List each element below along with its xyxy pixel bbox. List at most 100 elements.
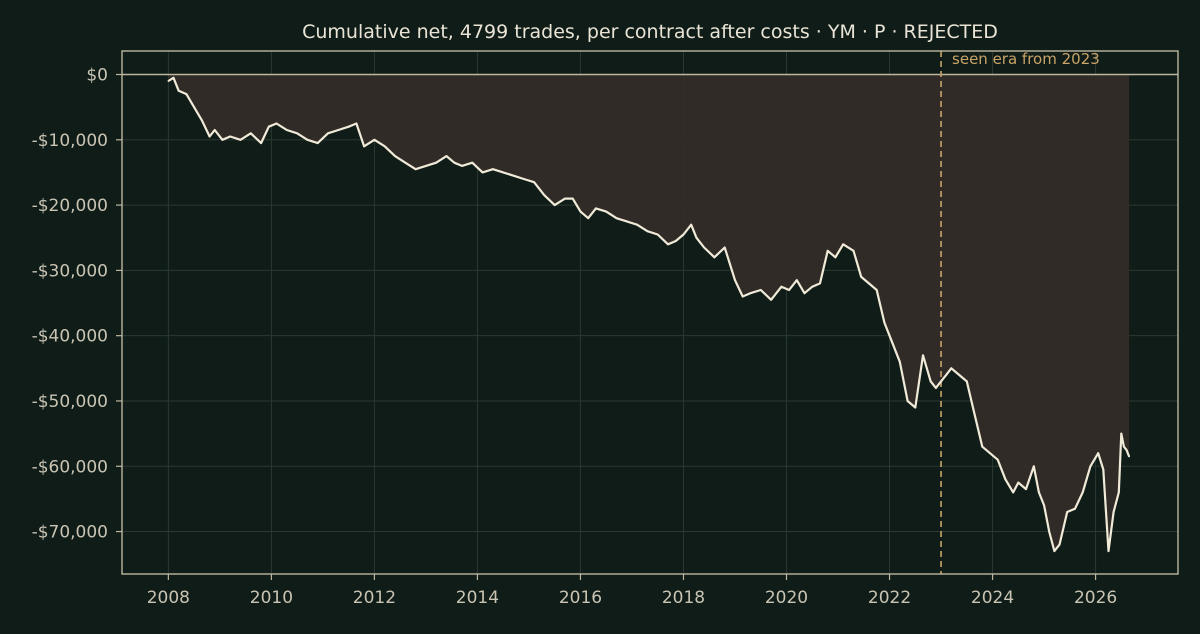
data-point: [1128, 455, 1130, 458]
data-point: [958, 374, 960, 376]
y-tick-label: $0: [86, 66, 108, 86]
data-point: [1025, 488, 1027, 490]
data-point: [605, 210, 608, 213]
data-point: [239, 138, 242, 141]
data-point: [811, 285, 814, 288]
data-point: [172, 76, 175, 79]
data-point: [492, 168, 494, 171]
data-point: [185, 93, 188, 95]
data-point: [935, 387, 937, 389]
data-point: [914, 406, 917, 409]
data-point: [803, 292, 806, 295]
x-tick-label: 2024: [971, 588, 1014, 608]
data-point: [723, 246, 726, 249]
data-point: [571, 197, 574, 200]
data-point: [1125, 449, 1128, 451]
data-point: [394, 155, 396, 158]
data-point: [1123, 445, 1125, 448]
data-point: [1117, 491, 1120, 494]
data-point: [167, 80, 170, 82]
chart-title: Cumulative net, 4799 trades, per contrac…: [302, 21, 998, 43]
y-axis: $0 -$10,000 -$20,000 -$30,000 -$40,000 -$50,0…: [32, 66, 122, 543]
data-point: [1120, 432, 1123, 435]
data-point: [891, 341, 893, 344]
data-point: [852, 249, 855, 252]
data-point: [965, 380, 968, 383]
data-point: [826, 249, 829, 252]
data-point: [615, 217, 618, 220]
data-point: [404, 161, 407, 164]
seen-era-label: seen era from 2023: [952, 50, 1100, 68]
data-point: [564, 197, 566, 200]
data-point: [1038, 491, 1040, 494]
data-point: [553, 204, 556, 207]
data-point: [193, 106, 196, 109]
data-point: [656, 233, 659, 236]
data-point: [221, 138, 224, 141]
x-tick-label: 2014: [456, 588, 499, 608]
plot-frame: [121, 50, 1179, 575]
data-point: [759, 289, 762, 291]
x-tick-label: 2010: [250, 588, 293, 608]
data-point: [414, 168, 417, 171]
y-tick-label: -$70,000: [32, 523, 108, 543]
data-point: [453, 161, 456, 164]
data-point: [1097, 452, 1100, 455]
x-tick-label: 2008: [147, 588, 190, 608]
y-tick-label: -$50,000: [32, 392, 108, 412]
x-tick-label: 2026: [1074, 588, 1117, 608]
data-point: [674, 240, 677, 242]
data-point: [533, 181, 535, 184]
y-tick-label: -$10,000: [32, 131, 108, 151]
data-point: [682, 233, 685, 236]
data-point: [213, 129, 216, 131]
data-point: [819, 282, 821, 285]
data-point: [1004, 478, 1007, 481]
y-tick-label: -$20,000: [32, 196, 108, 216]
data-point: [471, 161, 474, 164]
data-point: [950, 367, 953, 370]
data-point: [996, 458, 999, 461]
data-point: [1112, 511, 1115, 513]
data-point: [425, 165, 427, 167]
data-point: [1089, 465, 1092, 468]
data-point: [1081, 491, 1084, 494]
reference-lines: seen era from 2023: [122, 50, 1178, 574]
series-layer: [167, 76, 1131, 553]
data-point: [461, 165, 463, 167]
data-point: [383, 145, 386, 148]
data-point: [741, 295, 744, 298]
data-point: [1066, 511, 1069, 513]
data-point: [481, 171, 484, 174]
data-point: [875, 289, 878, 291]
data-point: [363, 145, 365, 148]
x-axis: 2008 2010 2012 2014 2016 2018 2020 2022 2024 2026: [147, 574, 1117, 608]
x-tick-label: 2012: [353, 588, 396, 608]
data-point: [713, 256, 716, 259]
data-point: [1053, 550, 1056, 552]
data-point: [842, 243, 845, 246]
x-tick-label: 2022: [868, 588, 911, 608]
data-point: [1058, 543, 1061, 546]
x-tick-label: 2020: [765, 588, 808, 608]
data-point: [337, 129, 340, 131]
data-point: [208, 135, 211, 138]
y-tick-label: -$30,000: [32, 261, 108, 281]
data-point: [543, 194, 546, 197]
data-point: [512, 174, 515, 177]
data-point: [502, 171, 505, 174]
data-point: [316, 142, 319, 145]
data-point: [625, 220, 628, 223]
data-point: [445, 155, 448, 158]
data-point: [981, 445, 984, 448]
data-point: [734, 279, 736, 282]
data-point: [780, 285, 783, 288]
drawdown-fill-layer: [168, 74, 1130, 552]
data-point: [296, 132, 298, 135]
data-point: [883, 321, 886, 324]
data-point: [579, 210, 582, 213]
y-tick-label: -$40,000: [32, 327, 108, 347]
data-point: [922, 354, 924, 357]
data-point: [1012, 491, 1015, 494]
data-point: [355, 122, 358, 125]
